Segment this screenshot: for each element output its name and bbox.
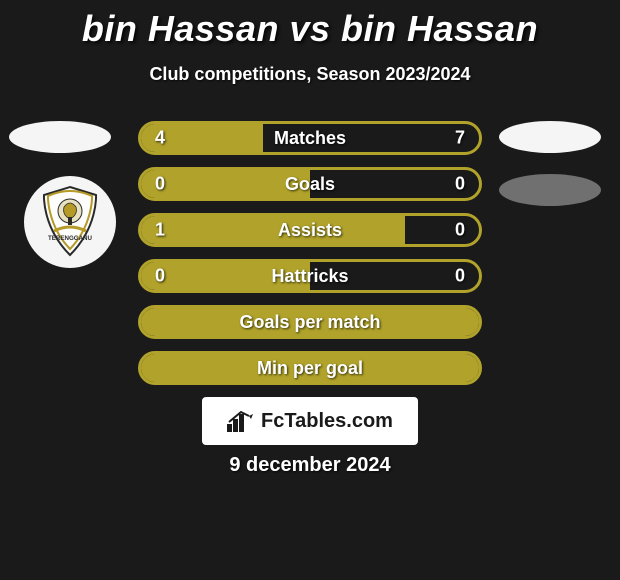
date-label: 9 december 2024 [0, 454, 620, 477]
player-left-avatar-placeholder [9, 121, 111, 153]
stat-row-assists: 1 0 Assists [138, 213, 482, 247]
comparison-rows: 4 7 Matches 0 0 Goals 1 0 Assists 0 0 Hattricks Goal… [138, 121, 482, 397]
stat-value-right: 0 [455, 174, 465, 195]
stat-value-left: 0 [155, 266, 165, 287]
stat-fill-left [141, 216, 405, 244]
stat-value-right: 7 [455, 128, 465, 149]
fctables-logo-icon [227, 410, 255, 432]
stat-value-left: 4 [155, 128, 165, 149]
player-right-avatar-placeholder [499, 121, 601, 153]
stat-label: Min per goal [257, 358, 363, 379]
stat-row-min-per-goal: Min per goal [138, 351, 482, 385]
player-right-club-crest-placeholder [499, 174, 601, 206]
stat-label: Goals [285, 174, 335, 195]
stat-row-matches: 4 7 Matches [138, 121, 482, 155]
page-title: bin Hassan vs bin Hassan [0, 0, 620, 50]
club-crest-icon: TERENGGANU [38, 185, 102, 259]
stat-value-right: 0 [455, 266, 465, 287]
stat-label: Hattricks [271, 266, 348, 287]
stat-label: Assists [278, 220, 342, 241]
stat-fill-right [310, 170, 479, 198]
svg-text:TERENGGANU: TERENGGANU [48, 235, 93, 242]
stat-row-goals-per-match: Goals per match [138, 305, 482, 339]
stat-value-left: 0 [155, 174, 165, 195]
branding-text: FcTables.com [261, 410, 393, 433]
stat-fill-right [405, 216, 479, 244]
stat-row-goals: 0 0 Goals [138, 167, 482, 201]
stat-label: Goals per match [239, 312, 380, 333]
stat-value-left: 1 [155, 220, 165, 241]
stat-value-right: 0 [455, 220, 465, 241]
branding-badge: FcTables.com [202, 397, 418, 445]
subtitle: Club competitions, Season 2023/2024 [0, 64, 620, 85]
stat-row-hattricks: 0 0 Hattricks [138, 259, 482, 293]
stat-label: Matches [274, 128, 346, 149]
player-left-club-crest: TERENGGANU [24, 176, 116, 268]
